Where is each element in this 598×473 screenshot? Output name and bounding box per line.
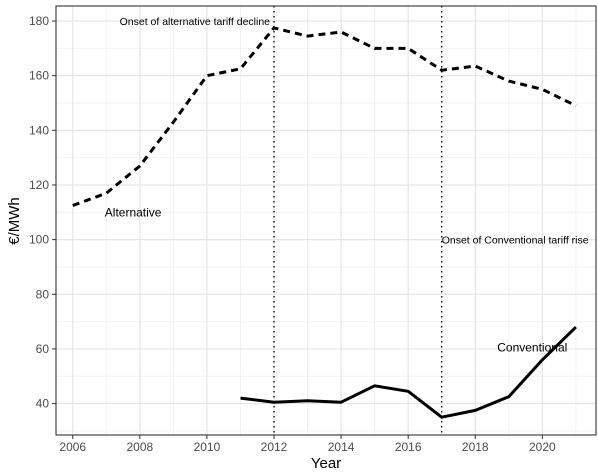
y-tick-label: 40 bbox=[36, 397, 50, 411]
y-tick-label: 60 bbox=[36, 342, 50, 356]
x-tick-label: 2010 bbox=[194, 440, 221, 454]
x-tick-label: 2006 bbox=[59, 440, 86, 454]
y-axis-title: €/MWh bbox=[6, 197, 23, 245]
plot-panel-border bbox=[55, 5, 597, 436]
x-axis-ticks: 2006 2008 2010 2012 2014 2016 2018 2020 bbox=[59, 435, 556, 454]
series-annotation: Alternative bbox=[105, 205, 162, 219]
reference-lines: Onset of alternative tariff decline Onset… bbox=[120, 6, 589, 435]
y-tick-label: 180 bbox=[29, 14, 49, 28]
x-tick-label: 2014 bbox=[328, 440, 355, 454]
reference-vline-label: Onset of Conventional tariff rise bbox=[442, 235, 589, 247]
reference-vline-label: Onset of alternative tariff decline bbox=[120, 16, 271, 28]
x-tick-label: 2012 bbox=[261, 440, 288, 454]
y-tick-label: 140 bbox=[29, 123, 49, 137]
y-tick-label: 120 bbox=[29, 178, 49, 192]
series-lines bbox=[72, 26, 577, 419]
x-axis-title: Year bbox=[311, 455, 341, 472]
y-tick-label: 160 bbox=[29, 69, 49, 83]
x-tick-label: 2008 bbox=[126, 440, 153, 454]
series-line-conventional bbox=[240, 326, 577, 419]
series-line-alternative bbox=[72, 26, 577, 207]
x-tick-label: 2020 bbox=[529, 440, 556, 454]
major-gridlines bbox=[56, 6, 596, 435]
series-annotation: Conventional bbox=[497, 341, 567, 355]
y-axis-ticks: 40 60 80 100 120 140 160 180 bbox=[29, 14, 56, 411]
y-tick-label: 100 bbox=[29, 233, 49, 247]
x-tick-label: 2018 bbox=[462, 440, 489, 454]
minor-gridlines bbox=[56, 6, 596, 435]
y-tick-label: 80 bbox=[36, 287, 50, 301]
annotations: Alternative Conventional bbox=[105, 205, 568, 354]
x-tick-label: 2016 bbox=[395, 440, 422, 454]
